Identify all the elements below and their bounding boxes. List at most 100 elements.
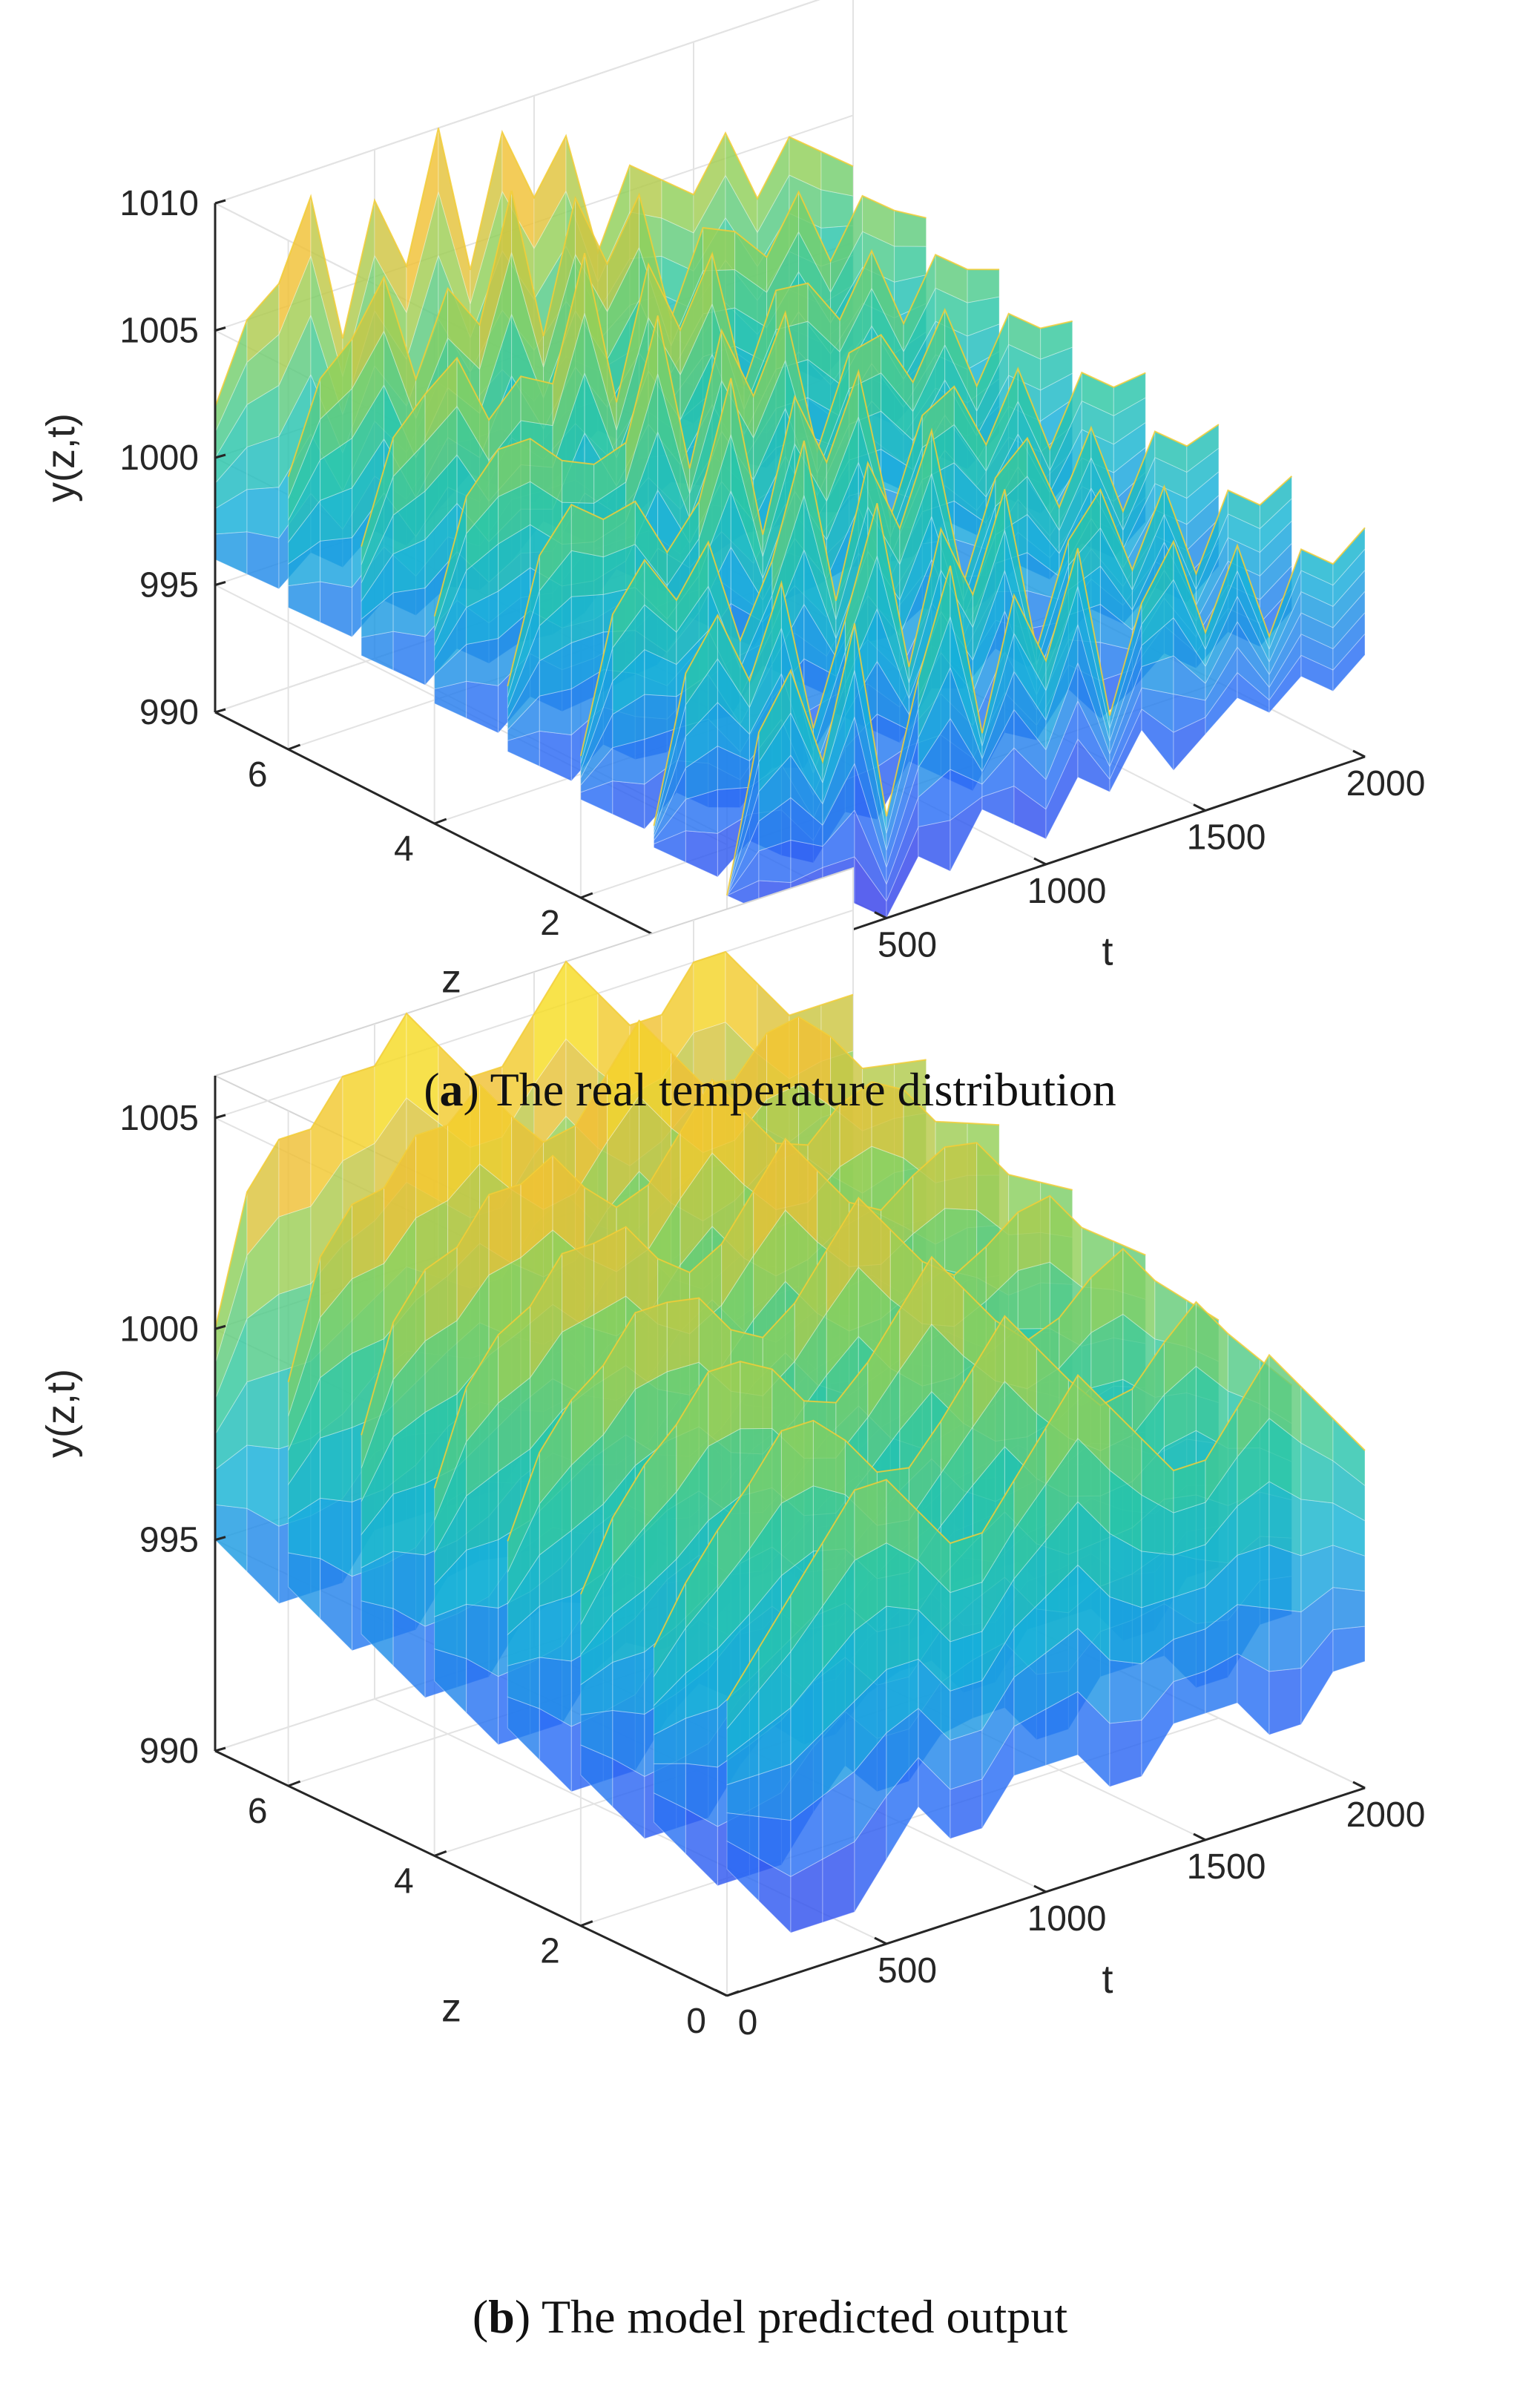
t-tick-mark xyxy=(1033,857,1047,866)
t-tick-mark xyxy=(874,911,887,919)
surface-facet xyxy=(1141,1551,1174,1608)
value-tick-label: 995 xyxy=(139,566,199,605)
surface-top-edge xyxy=(579,1247,1220,1595)
surface-facet xyxy=(1268,1544,1302,1613)
value-tick-label: 995 xyxy=(139,1521,199,1560)
surface-facet xyxy=(1237,1544,1270,1609)
surface-top-edge xyxy=(507,367,1146,687)
surface-facet xyxy=(392,1483,426,1556)
value-tick-label: 990 xyxy=(139,1732,199,1771)
t-tick-mark xyxy=(1352,1781,1366,1789)
surface-facet xyxy=(1268,1667,1302,1735)
z-tick-label: 2 xyxy=(540,1932,560,1971)
surface-facet xyxy=(1109,1660,1142,1724)
t-tick-label: 1500 xyxy=(1187,818,1266,858)
surface-top-edge xyxy=(433,307,1073,617)
surface-facet xyxy=(278,1206,312,1295)
surface-top-edge xyxy=(214,128,854,407)
t-axis-label: t xyxy=(1102,930,1113,974)
surface-facet xyxy=(1332,1587,1366,1631)
t-tick-label: 500 xyxy=(878,926,937,965)
surface-facet xyxy=(570,550,604,597)
surface-facet xyxy=(894,210,927,247)
surface xyxy=(214,128,1366,927)
surface-facet xyxy=(693,951,726,1033)
z-axis-line xyxy=(214,1749,728,1997)
surface-top-edge xyxy=(287,190,927,477)
t-tick-mark xyxy=(1193,803,1206,812)
t-tick-mark xyxy=(874,1936,887,1945)
t-tick-mark xyxy=(1352,749,1366,758)
surface-top-edge xyxy=(507,1194,1146,1542)
z-tick-mark xyxy=(434,818,447,825)
z-tick-label: 6 xyxy=(248,755,268,795)
value-tick-mark xyxy=(214,199,226,205)
z-tick-mark xyxy=(288,1780,301,1787)
value-tick-label: 1005 xyxy=(119,312,199,351)
tick-labels: 99099510001005101002460500100015002000 xyxy=(119,184,1425,1019)
surface-top-edge xyxy=(361,1078,1000,1436)
surface-top-edge xyxy=(726,527,1366,896)
t-tick-mark xyxy=(1193,1833,1206,1841)
panel-b-caption-letter: b xyxy=(488,2290,515,2343)
surface-facet xyxy=(666,1298,700,1373)
surface-top-edge xyxy=(433,1137,1073,1489)
value-tick-mark xyxy=(214,708,226,714)
surface-facet xyxy=(246,487,280,539)
surface-facet xyxy=(820,189,854,229)
z-axis-line xyxy=(214,711,728,973)
value-tick-label: 1000 xyxy=(119,1309,199,1349)
value-axis-label: y(z,t) xyxy=(39,1369,83,1458)
z-axis-label: z xyxy=(441,957,461,1002)
surface-facet xyxy=(740,1361,773,1430)
value-tick-mark xyxy=(214,453,226,459)
panel-a-caption-letter: a xyxy=(439,1063,464,1116)
surface-top-edge xyxy=(287,1016,927,1383)
surface-facet xyxy=(1332,1626,1366,1673)
z-tick-label: 2 xyxy=(540,904,560,943)
surface xyxy=(214,950,1366,1934)
t-tick-label: 2000 xyxy=(1346,1795,1426,1835)
t-tick-label: 2000 xyxy=(1346,764,1426,803)
z-tick-mark xyxy=(288,743,301,751)
value-tick-mark xyxy=(214,581,226,586)
value-tick-mark xyxy=(214,1114,226,1120)
z-tick-label: 4 xyxy=(394,1861,414,1901)
panel-b-chart: 990 995 1000 1005 0 2 4 6 0 500 1000 1500 2000 y(z,t)… xyxy=(39,867,1425,2042)
surface-facet xyxy=(392,587,426,637)
z-tick-label: 0 xyxy=(686,2002,706,2041)
surface-facet xyxy=(1109,1596,1142,1665)
surface-facet xyxy=(967,269,1000,303)
value-tick-mark xyxy=(214,326,226,332)
tick-labels: 990 995 1000 1005 0 2 4 6 0 500 1000 1500 2000 xyxy=(119,1099,1425,2042)
panel-a-caption: (a) The real temperature distribution xyxy=(424,1063,1116,1116)
surface-facet xyxy=(320,537,353,588)
surface-facet xyxy=(1268,1608,1302,1672)
surface-top-edge xyxy=(361,249,1000,547)
surface-facet xyxy=(520,375,553,427)
t-tick-mark xyxy=(714,1988,728,1997)
value-tick-label: 1000 xyxy=(119,438,199,478)
surface-facet xyxy=(320,1427,353,1502)
t-axis-label: t xyxy=(1102,1957,1113,2002)
value-tick-label: 1010 xyxy=(119,184,199,223)
t-tick-label: 1000 xyxy=(1027,1899,1107,1939)
t-tick-label: 1000 xyxy=(1027,872,1107,911)
surface-facet xyxy=(1017,1261,1050,1329)
z-tick-mark xyxy=(434,1850,447,1857)
value-tick-mark xyxy=(214,1324,226,1330)
surface-facet xyxy=(886,1605,919,1670)
surface-facet xyxy=(539,688,572,736)
panel-b-caption: (b) The model predicted output xyxy=(472,2290,1068,2343)
surface-facet xyxy=(466,637,499,686)
value-tick-mark xyxy=(214,1536,226,1542)
z-tick-mark xyxy=(580,892,593,899)
surface-facet xyxy=(562,460,595,504)
surface-facet xyxy=(944,1142,978,1211)
surface-facet xyxy=(539,1595,572,1662)
t-tick-label: 500 xyxy=(878,1951,937,1991)
surface-top-edge xyxy=(653,1301,1293,1648)
surface-facet xyxy=(246,1370,280,1450)
surface-top-edge xyxy=(579,424,1220,757)
